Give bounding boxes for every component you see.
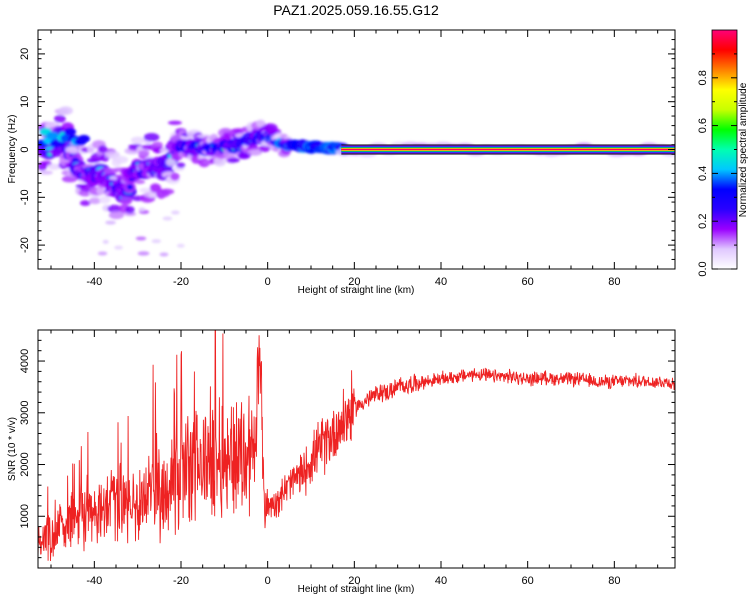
snr-series-line (38, 330, 675, 562)
spectrogram-blob-trail (114, 245, 123, 250)
spectrogram-x-axis-label: Height of straight line (km) (298, 285, 415, 296)
spectrogram-blob-faint (112, 155, 129, 164)
colorbar-ticks: 0.0 0.2 0.4 0.6 0.8 (697, 53, 737, 277)
snr-plot-area (38, 330, 675, 568)
spectrogram-blob-trail (138, 207, 146, 212)
snr-x-tick-label: -20 (173, 575, 189, 587)
colorbar-tick-label: 0.0 (697, 261, 709, 276)
spectrogram-heatmap-blobs (38, 106, 675, 257)
spectrogram-blob-core (126, 184, 134, 190)
spectrogram-blob-faint (151, 141, 163, 149)
snr-y-axis-label: SNR (10 * v/v) (7, 417, 18, 481)
spectrogram-blob-faint (176, 162, 186, 169)
spectrogram-blob-faint (167, 120, 182, 125)
spectrogram-blob-faint (54, 114, 66, 123)
spectrogram-panel: -40 -20 0 20 40 60 80 -20 -10 0 10 20 Height of str… (7, 29, 676, 296)
spectrogram-blob-faint (258, 145, 271, 153)
snr-y-tick-label: 2000 (19, 452, 31, 476)
snr-x-tick-label: -40 (86, 575, 102, 587)
colorbar-tick-label: 0.2 (697, 214, 709, 229)
spectrogram-blob-faint (88, 197, 102, 205)
spectrogram-y-axis-label: Frequency (Hz) (7, 115, 18, 184)
spectrogram-blob-trail (97, 251, 108, 256)
spectrogram-blob-faint (139, 187, 152, 193)
spectrogram-x-tick-label: -40 (86, 276, 102, 288)
spectrogram-y-tick-label: 10 (19, 96, 31, 108)
spectrogram-blob-trail (105, 220, 116, 225)
spectrogram-blob-faint (124, 211, 137, 217)
spectrogram-x-tick-label: -20 (173, 276, 189, 288)
spectrogram-blob-faint (170, 172, 180, 181)
colorbar-label: Normalized spectral amplitude (738, 82, 749, 217)
spectrogram-x-tick-label: 60 (522, 276, 534, 288)
snr-x-tick-label: 80 (608, 575, 620, 587)
spectrogram-blob-faint (130, 136, 145, 144)
spectrogram-blob-faint (125, 206, 135, 214)
spectrogram-ticks: -40 -20 0 20 40 60 80 -20 -10 0 10 20 (19, 29, 675, 288)
spectrogram-x-tick-label: 80 (608, 276, 620, 288)
snr-y-tick-label: 3000 (19, 401, 31, 425)
spectrogram-blob-faint (160, 188, 175, 195)
colorbar-tick-label: 0.4 (697, 166, 709, 181)
colorbar: 0.0 0.2 0.4 0.6 0.8 Normalized spectral ampl… (697, 29, 749, 277)
spectrogram-blob-upper (46, 131, 59, 140)
spectrogram-blob-faint (79, 200, 91, 207)
spectrogram-blob-faint (108, 211, 125, 220)
spectrogram-y-tick-label: 0 (19, 146, 31, 152)
spectrogram-blob-trail (162, 216, 173, 221)
spectrogram-blob-faint (96, 186, 106, 196)
spectrogram-y-tick-label: -10 (19, 189, 31, 205)
spectrogram-x-tick-label: 0 (265, 276, 271, 288)
snr-x-tick-label: 20 (348, 575, 360, 587)
spectrogram-blob-trail (137, 251, 150, 256)
spectrogram-blob-faint (137, 149, 150, 156)
spectrogram-blob-faint (68, 147, 79, 155)
snr-panel: -40 -20 0 20 40 60 80 1000 2000 3000 4000 Height o… (7, 329, 676, 595)
snr-x-tick-label: 0 (265, 575, 271, 587)
spectrogram-blob-faint (134, 179, 146, 185)
snr-x-tick-label: 60 (522, 575, 534, 587)
spectrogram-blob-faint (256, 119, 266, 128)
spectrogram-blob-faint (213, 156, 226, 167)
snr-frame (37, 329, 676, 569)
spectrogram-x-tick-label: 20 (348, 276, 360, 288)
colorbar-tick-label: 0.6 (697, 118, 709, 133)
snr-y-tick-label: 1000 (19, 504, 31, 528)
spectrogram-blob-faint (61, 175, 78, 183)
spectrogram-blob-trail (102, 239, 109, 244)
spectrogram-blob-faint (120, 196, 133, 206)
spectrogram-blob-faint (98, 196, 111, 204)
spectrogram-blob-faint (143, 132, 160, 142)
spectrogram-blob-faint (247, 148, 263, 156)
figure-title: PAZ1.2025.059.16.55.G12 (273, 2, 439, 18)
spectrogram-blob-faint (58, 106, 73, 116)
spectrogram-x-tick-label: 40 (435, 276, 447, 288)
spectrogram-blob-faint (107, 204, 122, 213)
spectrogram-heatmap (38, 106, 675, 257)
spectrogram-blob-trail (176, 243, 185, 248)
spectrogram-blob-trail (171, 210, 180, 215)
snr-ticks: -40 -20 0 20 40 60 80 1000 2000 3000 4000 (19, 330, 675, 587)
spectrogram-blob-upper (64, 127, 77, 136)
spectrogram-blob-upper (77, 134, 90, 143)
spectrogram-blob-faint (47, 163, 61, 170)
snr-line-clip (38, 330, 675, 562)
spectrogram-blob-trail (135, 236, 147, 241)
spectrogram-blob-faint (39, 170, 53, 175)
colorbar-gradient (711, 29, 738, 270)
spectrogram-blob-faint (40, 160, 52, 166)
spectrogram-blob-faint (227, 157, 240, 163)
spectrogram-blob-trail (159, 252, 169, 257)
colorbar-tick-label: 0.8 (697, 70, 709, 85)
spectrogram-blob-trail (151, 239, 162, 244)
snr-x-tick-label: 40 (435, 575, 447, 587)
snr-y-tick-label: 4000 (19, 349, 31, 373)
spectrogram-y-tick-label: 20 (19, 48, 31, 60)
snr-x-axis-label: Height of straight line (km) (298, 584, 415, 595)
spectrogram-y-tick-label: -20 (19, 237, 31, 253)
